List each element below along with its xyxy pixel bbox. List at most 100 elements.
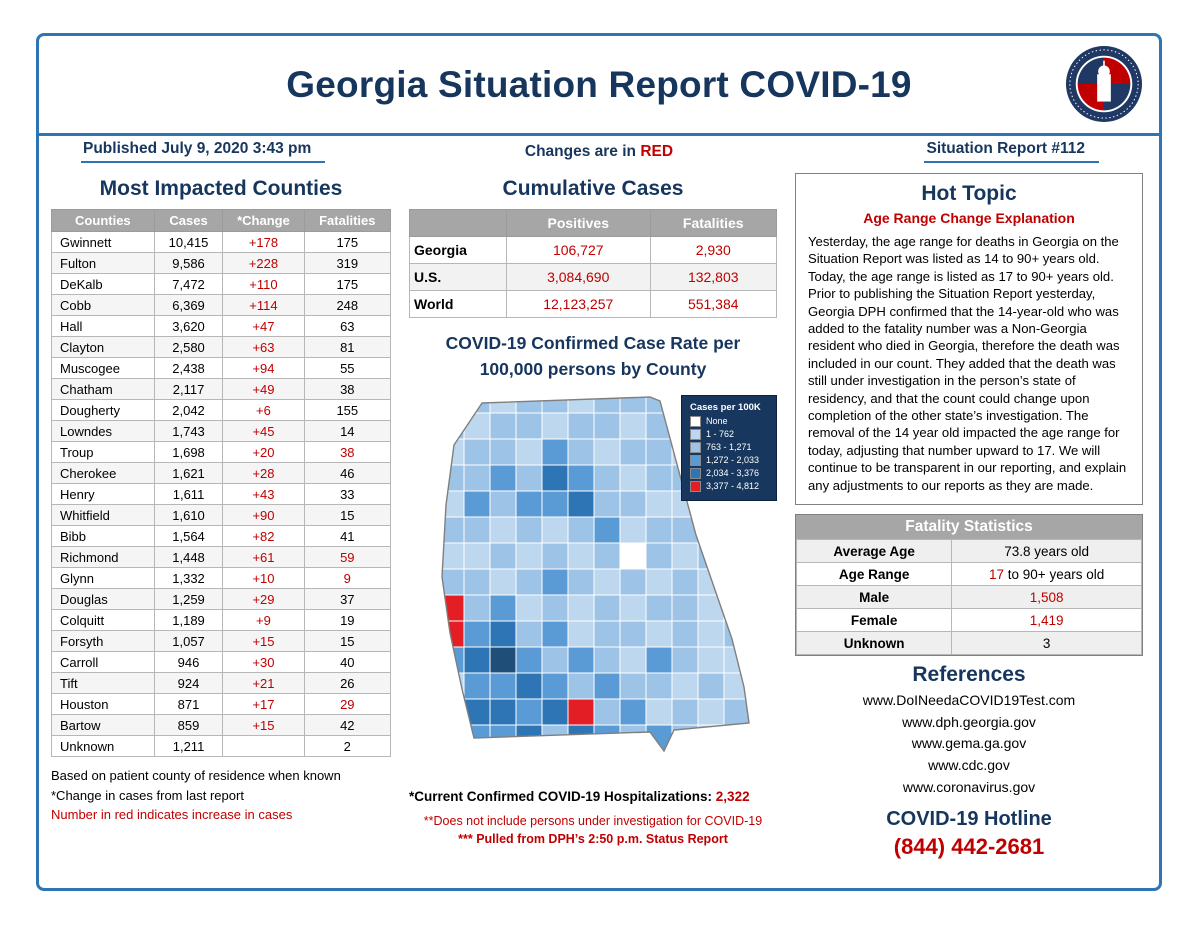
county-name-cell: Unknown [51, 735, 155, 757]
legend-swatch [690, 428, 701, 440]
table-footnote: Number in red indicates increase in case… [51, 807, 293, 822]
county-cases-cell: 859 [153, 714, 224, 736]
county-fatalities-cell: 42 [303, 714, 392, 736]
hospitalizations-line: *Current Confirmed COVID-19 Hospitalizat… [409, 788, 750, 804]
county-cases-cell: 924 [153, 672, 224, 694]
county-row: Henry 1,611 +43 33 [51, 483, 392, 505]
legend-entry: 1,272 - 2,033 [690, 454, 768, 466]
hot-topic-title: Hot Topic [921, 182, 1017, 205]
county-row: Colquitt 1,189 +9 19 [51, 609, 392, 631]
fatality-stat-row: Male 1,508 [795, 585, 1142, 610]
county-row: Troup 1,698 +20 38 [51, 441, 392, 463]
county-fatalities-cell: 175 [303, 231, 392, 253]
county-change-cell: +178 [222, 231, 305, 253]
county-name-cell: Carroll [51, 651, 155, 673]
georgia-county-map: Cases per 100K None 1 - 762 763 - 1,271 1,2… [409, 387, 777, 783]
county-change-cell: +228 [222, 252, 305, 274]
fatalities-cell: 551,384 [649, 290, 777, 318]
reference-link[interactable]: www.dph.georgia.gov [902, 713, 1036, 730]
county-row: Douglas 1,259 +29 37 [51, 588, 392, 610]
county-name-cell: Henry [51, 483, 155, 505]
content-area: Most Impacted Counties Counties Cases *C… [39, 167, 1159, 860]
legend-label: 1 - 762 [706, 429, 735, 439]
county-cases-cell: 6,369 [153, 294, 224, 316]
county-name-cell: Colquitt [51, 609, 155, 631]
legend-label: None [706, 416, 728, 426]
county-fatalities-cell: 38 [303, 378, 392, 400]
table-footnote: Based on patient county of residence whe… [51, 768, 341, 783]
region-cell: U.S. [409, 263, 507, 291]
hot-topic-subtitle: Age Range Change Explanation [863, 210, 1075, 226]
reference-link[interactable]: www.gema.ga.gov [911, 735, 1027, 752]
county-row: Richmond 1,448 +61 59 [51, 546, 392, 568]
county-row: Bibb 1,564 +82 41 [51, 525, 392, 547]
county-change-cell: +61 [222, 546, 305, 568]
county-cases-cell: 871 [153, 693, 224, 715]
legend-label: 1,272 - 2,033 [706, 455, 760, 465]
county-change-cell: +15 [222, 630, 305, 652]
county-row: Unknown 1,211 2 [51, 735, 392, 757]
cumulative-row: U.S. 3,084,690 132,803 [409, 263, 777, 291]
fatality-stat-row: Unknown 3 [795, 631, 1142, 656]
stat-label-cell: Female [795, 608, 953, 633]
county-row: Fulton 9,586 +228 319 [51, 252, 392, 274]
reference-link[interactable]: www.coronavirus.gov [902, 778, 1036, 795]
county-name-cell: Clayton [51, 336, 155, 358]
hot-topic-box: Hot Topic Age Range Change Explanation Y… [795, 173, 1143, 506]
county-change-cell: +9 [222, 609, 305, 631]
county-row: Glynn 1,332 +10 9 [51, 567, 392, 589]
legend-entry: 3,377 - 4,812 [690, 480, 768, 492]
legend-label: 2,034 - 3,376 [706, 468, 760, 478]
report-frame: Georgia Situation Report COVID-19 Publis… [36, 33, 1162, 891]
stat-label-cell: Age Range [795, 562, 953, 587]
county-name-cell: Chatham [51, 378, 155, 400]
county-name-cell: Hall [51, 315, 155, 337]
stat-label-cell: Unknown [795, 631, 953, 656]
changes-note: Changes are in RED [524, 142, 674, 160]
map-footnote-2: *** Pulled from DPH’s 2:50 p.m. Status R… [458, 831, 728, 846]
counties-table-body: Gwinnett 10,415 +178 175 Fulton 9,586 +228 319 D… [51, 231, 392, 757]
county-row: Gwinnett 10,415 +178 175 [51, 231, 392, 253]
hotline-number: (844) 442-2681 [893, 833, 1045, 859]
legend-label: 3,377 - 4,812 [706, 481, 760, 491]
fatality-statistics-box: Fatality Statistics Average Age 73.8 year… [795, 514, 1143, 657]
county-cases-cell: 1,057 [153, 630, 224, 652]
county-row: Cherokee 1,621 +28 46 [51, 462, 392, 484]
county-change-cell: +49 [222, 378, 305, 400]
positives-cell: 106,727 [506, 236, 651, 264]
map-legend: Cases per 100K None 1 - 762 763 - 1,271 1,2… [681, 394, 777, 501]
reference-link[interactable]: www.cdc.gov [928, 757, 1010, 774]
col-header-blank [409, 209, 507, 237]
county-row: Muscogee 2,438 +94 55 [51, 357, 392, 379]
reference-link[interactable]: www.DoINeedaCOVID19Test.com [862, 692, 1076, 709]
county-row: Houston 871 +17 29 [51, 693, 392, 715]
col-header-cases: Cases [153, 209, 224, 232]
county-cases-cell: 1,189 [153, 609, 224, 631]
county-fatalities-cell: 248 [303, 294, 392, 316]
county-row: DeKalb 7,472 +110 175 [51, 273, 392, 295]
fatality-statistics-table: Average Age 73.8 years old Age Range 17 to … [795, 539, 1142, 656]
legend-entry: 763 - 1,271 [690, 441, 768, 453]
report-number: Situation Report #112 [756, 140, 1159, 163]
fatalities-cell: 2,930 [649, 236, 777, 264]
legend-swatch [690, 480, 701, 492]
fatality-stat-row: Age Range 17 to 90+ years old [795, 562, 1142, 587]
county-cases-cell: 1,698 [153, 441, 224, 463]
report-header: Georgia Situation Report COVID-19 [39, 36, 1159, 136]
county-change-cell: +10 [222, 567, 305, 589]
gema-seal-icon [1065, 45, 1143, 123]
county-cases-cell: 1,743 [153, 420, 224, 442]
county-cases-cell: 7,472 [153, 273, 224, 295]
county-change-cell: +15 [222, 714, 305, 736]
county-change-cell: +30 [222, 651, 305, 673]
county-change-cell: +28 [222, 462, 305, 484]
subheader-bar: Published July 9, 2020 3:43 pm Changes a… [39, 136, 1159, 167]
positives-cell: 3,084,690 [506, 263, 651, 291]
legend-entry: 2,034 - 3,376 [690, 467, 768, 479]
county-cases-cell: 946 [153, 651, 224, 673]
county-change-cell: +110 [222, 273, 305, 295]
county-fatalities-cell: 63 [303, 315, 392, 337]
county-change-cell: +6 [222, 399, 305, 421]
fatality-stat-row: Average Age 73.8 years old [795, 539, 1142, 564]
